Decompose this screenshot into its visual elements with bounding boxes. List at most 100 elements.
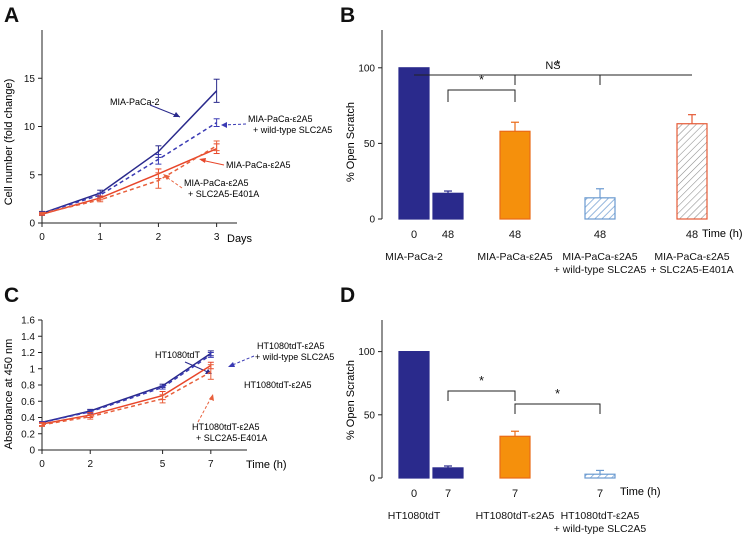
panel-a-arrowhead-e2a5 <box>199 158 206 163</box>
bar-0 <box>398 67 430 220</box>
panel-a-arrowhead-mut <box>163 174 170 180</box>
bar-2 <box>499 130 531 220</box>
significance-bracket <box>514 74 601 85</box>
panel-c-label-mut-2: + SLC2A5-E401A <box>196 433 267 443</box>
panel-a-label-mut-1: MIA-PaCa-ε2A5 <box>184 178 249 188</box>
x-tick-label: 3 <box>214 232 220 243</box>
panel-c-label-wt-2: + wild-type SLC2A5 <box>255 352 334 362</box>
x-tick-label: 5 <box>160 459 166 470</box>
series-line-3 <box>41 145 218 215</box>
y-tick-label: 50 <box>364 410 376 421</box>
bar-2 <box>499 435 531 479</box>
y-tick-label: 0 <box>369 474 375 485</box>
y-tick-label: 0.8 <box>21 381 35 392</box>
panel-a-ylabel: Cell number (fold change) <box>3 79 15 206</box>
panel-d-bar-chart: % Open Scratch Time (h) 0 50 100 0 7 7 7 HT1080… <box>345 320 661 535</box>
panel-a-line-chart: Cell number (fold change) Days MIA-PaCa-… <box>3 30 332 245</box>
panel-a-label-wt-1: MIA-PaCa-ε2A5 <box>248 114 313 124</box>
y-tick-label: 100 <box>358 63 375 74</box>
bar-1 <box>432 192 464 220</box>
y-tick-label: 10 <box>24 122 36 133</box>
y-tick-label: 0.6 <box>21 397 35 408</box>
series-line-1 <box>41 354 212 424</box>
panel-a-label-mia: MIA-PaCa-2 <box>110 97 160 107</box>
significance-bracket <box>447 89 516 102</box>
y-tick-label: 50 <box>364 139 376 150</box>
group-label: HT1080tdT <box>388 510 441 522</box>
series-line-2 <box>41 364 212 425</box>
bar-0 <box>398 351 430 479</box>
y-tick-label: 15 <box>24 74 36 85</box>
x-tick-label: 2 <box>156 232 162 243</box>
bar-1 <box>432 467 464 479</box>
group-label: HT1080tdT-ε2A5 <box>561 510 640 522</box>
panel-b-bar-chart: % Open Scratch Time (h) 0 50 100 0 48 48 48 48 M… <box>345 30 743 276</box>
panel-c-arrowhead-wt <box>228 362 235 367</box>
group-label-line2: + wild-type SLC2A5 <box>554 264 647 276</box>
y-tick-label: 1.6 <box>21 316 35 327</box>
y-tick-label: 0.2 <box>21 429 35 440</box>
y-tick-label: 5 <box>29 170 35 181</box>
series-line-0 <box>41 90 218 215</box>
panel-letter-d: D <box>340 284 355 307</box>
panel-d-ylabel: % Open Scratch <box>345 360 357 440</box>
panel-c-line-chart: Absorbance at 450 nm Time (h) HT1080tdT … <box>3 316 334 472</box>
bar-time-label: 7 <box>445 488 451 500</box>
panel-b-ylabel: % Open Scratch <box>345 102 357 182</box>
series-line-0 <box>41 352 212 424</box>
significance-bracket <box>514 403 601 414</box>
panel-d-time-label: Time (h) <box>620 486 661 498</box>
x-tick-label: 0 <box>39 459 45 470</box>
significance-label: * <box>555 57 560 72</box>
y-tick-label: 1.4 <box>21 332 35 343</box>
y-tick-label: 100 <box>358 347 375 358</box>
group-label: MIA-PaCa-ε2A5 <box>654 251 729 263</box>
significance-label: * <box>555 386 560 401</box>
panel-a-arrowhead-mia <box>173 112 180 117</box>
bar-time-label: 48 <box>509 229 521 241</box>
y-tick-label: 1.2 <box>21 348 35 359</box>
group-label-line2: + wild-type SLC2A5 <box>554 523 647 535</box>
significance-bracket <box>447 390 516 401</box>
panel-c-label-ht: HT1080tdT <box>155 350 201 360</box>
bar-time-label: 48 <box>442 229 454 241</box>
y-tick-label: 1 <box>29 364 35 375</box>
bar-time-label: 7 <box>597 488 603 500</box>
group-label: MIA-PaCa-ε2A5 <box>562 251 637 263</box>
series-line-1 <box>41 122 218 215</box>
bar-time-label: 48 <box>686 229 698 241</box>
panel-c-label-wt-1: HT1080tdT-ε2A5 <box>257 341 325 351</box>
group-label: MIA-PaCa-ε2A5 <box>477 251 552 263</box>
bar-time-label: 0 <box>411 488 417 500</box>
significance-label: * <box>479 373 484 388</box>
bar-time-label: 0 <box>411 229 417 241</box>
panel-a-arrowhead-wt <box>221 122 227 128</box>
x-tick-label: 0 <box>39 232 45 243</box>
panel-letter-c: C <box>4 284 19 307</box>
panel-c-arrow-mut <box>197 395 213 423</box>
x-tick-label: 7 <box>208 459 214 470</box>
panel-a-label-wt-2: + wild-type SLC2A5 <box>253 125 332 135</box>
panel-c-label-e2a5: HT1080tdT-ε2A5 <box>244 380 312 390</box>
panel-a-xlabel: Days <box>227 233 253 245</box>
bar-4 <box>676 123 708 220</box>
y-tick-label: 0 <box>29 219 35 230</box>
panel-c-arrowhead-mut <box>209 394 214 401</box>
group-label: HT1080tdT-ε2A5 <box>476 510 555 522</box>
panel-letter-a: A <box>4 4 19 27</box>
significance-label: * <box>479 72 484 87</box>
group-label-line2: + SLC2A5-E401A <box>650 264 733 276</box>
significance-label: NS <box>545 60 560 72</box>
panel-b-time-label: Time (h) <box>702 228 743 240</box>
panel-c-label-mut-1: HT1080tdT-ε2A5 <box>192 422 260 432</box>
bar-3 <box>584 473 616 479</box>
panel-a-arrow-wt <box>222 123 247 126</box>
series-line-3 <box>41 371 212 426</box>
y-tick-label: 0.4 <box>21 413 35 424</box>
panel-a-label-mut-2: + SLC2A5-E401A <box>188 189 259 199</box>
panel-c-ylabel: Absorbance at 450 nm <box>3 339 15 450</box>
x-tick-label: 1 <box>97 232 103 243</box>
y-tick-label: 0 <box>369 215 375 226</box>
group-label: MIA-PaCa-2 <box>385 251 443 263</box>
